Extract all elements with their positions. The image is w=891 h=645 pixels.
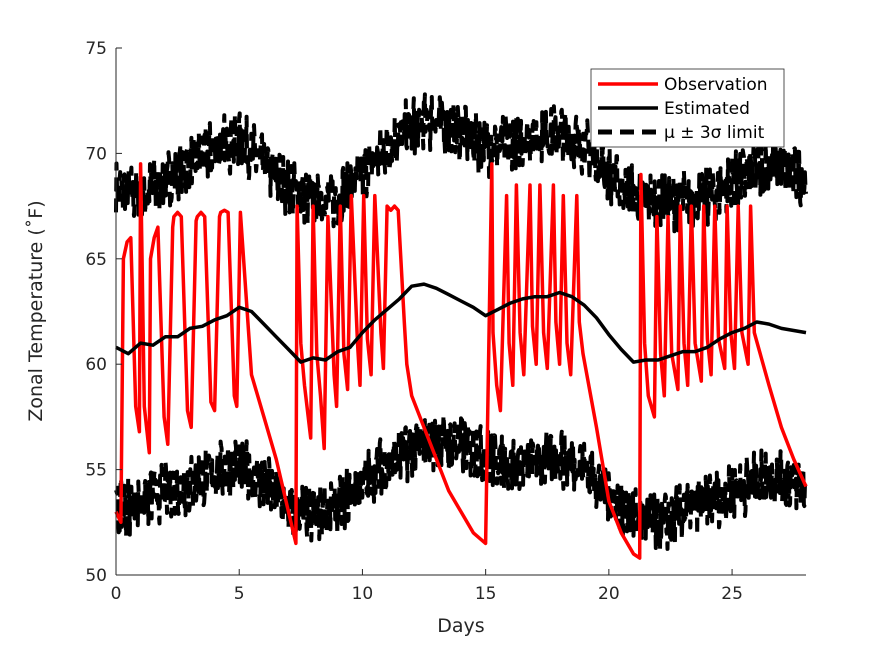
series-observation-line [114,162,808,560]
x-axis-label: Days [437,615,484,637]
x-tick-label: 0 [111,584,122,604]
series-estimated-line [115,282,807,364]
y-tick-label: 75 [85,39,107,59]
y-tick-label: 70 [85,144,107,164]
axes [115,48,806,576]
y-tick-label: 50 [85,566,107,586]
x-tick-label: 25 [721,584,743,604]
legend-label-estimated: Estimated [664,99,750,119]
legend-label-observation: Observation [664,75,768,95]
y-tick-label: 60 [85,355,107,375]
y-ticks: 50 55 60 65 70 75 [85,39,122,586]
series-lower-limit-line [114,413,808,553]
plot-area [114,92,808,560]
x-ticks: 0 5 10 15 20 25 [111,569,743,604]
y-tick-label: 55 [85,461,107,481]
legend-label-limit: μ ± 3σ limit [664,123,765,143]
x-tick-label: 15 [475,584,497,604]
x-tick-label: 5 [234,584,245,604]
series-upper-limit-line [114,92,808,234]
y-axis-label: Zonal Temperature (˚F) [25,200,47,421]
x-tick-label: 20 [598,584,620,604]
legend: Observation Estimated μ ± 3σ limit [590,68,785,148]
y-tick-label: 65 [85,250,107,270]
x-tick-label: 10 [352,584,374,604]
